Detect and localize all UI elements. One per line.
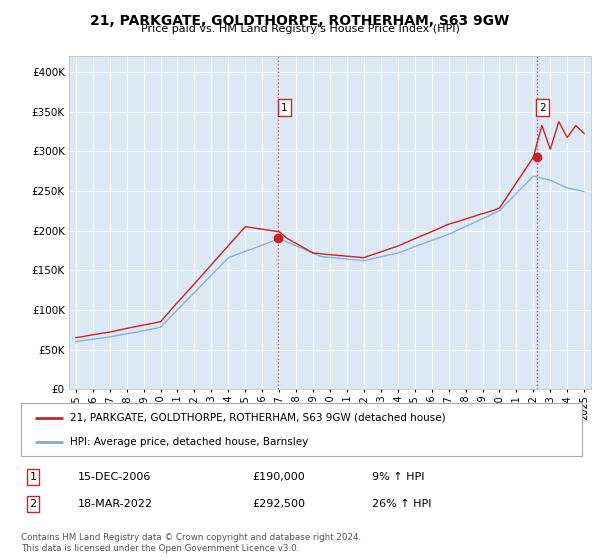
Text: Price paid vs. HM Land Registry's House Price Index (HPI): Price paid vs. HM Land Registry's House … xyxy=(140,24,460,34)
Text: 26% ↑ HPI: 26% ↑ HPI xyxy=(372,499,431,509)
Text: HPI: Average price, detached house, Barnsley: HPI: Average price, detached house, Barn… xyxy=(70,437,308,447)
Text: 21, PARKGATE, GOLDTHORPE, ROTHERHAM, S63 9GW: 21, PARKGATE, GOLDTHORPE, ROTHERHAM, S63… xyxy=(91,14,509,28)
Text: 15-DEC-2006: 15-DEC-2006 xyxy=(78,472,151,482)
Text: 2: 2 xyxy=(29,499,37,509)
Text: 1: 1 xyxy=(281,102,287,113)
Text: Contains HM Land Registry data © Crown copyright and database right 2024.
This d: Contains HM Land Registry data © Crown c… xyxy=(21,533,361,553)
Text: 18-MAR-2022: 18-MAR-2022 xyxy=(78,499,153,509)
Text: 21, PARKGATE, GOLDTHORPE, ROTHERHAM, S63 9GW (detached house): 21, PARKGATE, GOLDTHORPE, ROTHERHAM, S63… xyxy=(70,413,446,423)
Text: 9% ↑ HPI: 9% ↑ HPI xyxy=(372,472,425,482)
Text: 2: 2 xyxy=(539,102,546,113)
Text: £190,000: £190,000 xyxy=(252,472,305,482)
Text: £292,500: £292,500 xyxy=(252,499,305,509)
Text: 1: 1 xyxy=(29,472,37,482)
